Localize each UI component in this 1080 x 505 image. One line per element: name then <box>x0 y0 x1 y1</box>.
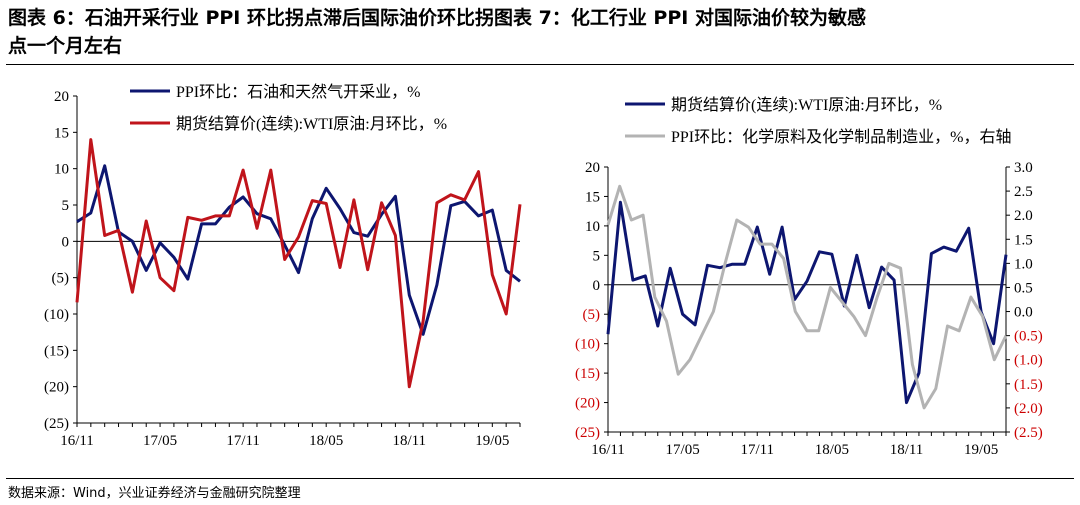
chart1-x-tick-label: 18/05 <box>309 433 343 449</box>
chart1-x-tick-label: 19/05 <box>475 433 509 449</box>
chart1-series-2-line <box>75 138 522 389</box>
source-note: 数据来源：Wind，兴业证券经济与金融研究院整理 <box>8 486 301 501</box>
chart1-y-tick-label: (10) <box>44 307 69 323</box>
chart1-legend-2-label: 期货结算价(连续):WTI原油:月环比，% <box>176 114 447 133</box>
chart2-y-tick-label: (5) <box>583 307 601 323</box>
chart2-y-tick-label: 5 <box>593 248 601 264</box>
chart2-y2-tick-label: 1.0 <box>1014 256 1033 272</box>
chart1-y-tick-label: (15) <box>44 343 69 359</box>
bottom-rule <box>6 478 1074 479</box>
chart2-y2-tick-label: 1.5 <box>1014 232 1033 248</box>
chart2-legend-2-label: PPI环比：化学原料及化学制品制造业，%，右轴 <box>671 128 1011 146</box>
chart2-y2-tick-label: 2.0 <box>1014 208 1033 224</box>
chart2-y-tick-label: 0 <box>593 278 601 294</box>
chart1-x-tick-label: 17/11 <box>226 433 260 449</box>
chart1-y-tick-label: 10 <box>54 162 69 178</box>
chart2-y2-tick-label: 0.5 <box>1014 280 1033 296</box>
chart2-x-tick-label: 17/11 <box>740 442 774 458</box>
chart1-y-tick-label: (5) <box>52 271 70 287</box>
chart2-y-tick-label: (15) <box>575 366 600 382</box>
chart2-y2-tick-label: (1.0) <box>1014 353 1043 369</box>
chart1-y-tick-label: 15 <box>54 125 69 141</box>
title-line-1: 图表 6：石油开采行业 PPI 环比拐点滞后国际油价环比拐图表 7：化工行业 P… <box>8 7 866 29</box>
chart2-y-tick-label: (10) <box>575 337 600 353</box>
chart2-y-tick-label: 15 <box>585 189 600 205</box>
title-line-2: 点一个月左右 <box>8 35 123 57</box>
figure-title: 图表 6：石油开采行业 PPI 环比拐点滞后国际油价环比拐图表 7：化工行业 P… <box>8 4 1068 60</box>
chart2-x-tick-label: 18/05 <box>815 442 849 458</box>
chart1-series-1-line <box>76 164 521 336</box>
top-rule <box>6 64 1074 65</box>
chart2-x-tick-label: 19/05 <box>964 442 998 458</box>
chart1-x-tick-label: 17/05 <box>143 433 177 449</box>
chart1-x-tick-label: 18/11 <box>392 433 426 449</box>
chart2-x-tick-label: 17/05 <box>666 442 700 458</box>
chart2-y2-tick-label: (0.5) <box>1014 329 1043 345</box>
chart2-y-tick-label: 10 <box>585 219 600 235</box>
chart2-y-tick-label: (25) <box>575 425 600 441</box>
chart2-y2-tick-label: (2.0) <box>1014 401 1043 417</box>
chart1-y-tick-label: 20 <box>54 89 69 105</box>
chart2-y-tick-label: (20) <box>575 396 600 412</box>
chart1-y-tick-label: 5 <box>62 198 70 214</box>
chart2-x-tick-label: 18/11 <box>890 442 924 458</box>
chart2-y2-tick-label: 2.5 <box>1014 184 1033 200</box>
chart2-y2-tick-label: (2.5) <box>1014 425 1043 441</box>
chart2-legend-1-label: 期货结算价(连续):WTI原油:月环比，% <box>671 95 942 114</box>
chart1-y-tick-label: (25) <box>44 416 69 432</box>
chart2-y2-tick-label: (1.5) <box>1014 377 1043 393</box>
chart1-x-tick-label: 16/11 <box>60 433 94 449</box>
chart2-y2-tick-label: 0.0 <box>1014 305 1033 321</box>
chart2-series-2-line <box>606 184 1008 410</box>
chart1-legend-1-label: PPI环比：石油和天然气开采业，% <box>176 83 420 101</box>
chart1-y-tick-label: 0 <box>62 234 70 250</box>
chart2-series-1-line <box>606 200 1008 405</box>
chart2-y2-tick-label: 3.0 <box>1014 160 1033 176</box>
chart2-y-tick-label: 20 <box>585 160 600 176</box>
chart1-y-tick-label: (20) <box>44 380 69 396</box>
chart2-x-tick-label: 16/11 <box>591 442 625 458</box>
